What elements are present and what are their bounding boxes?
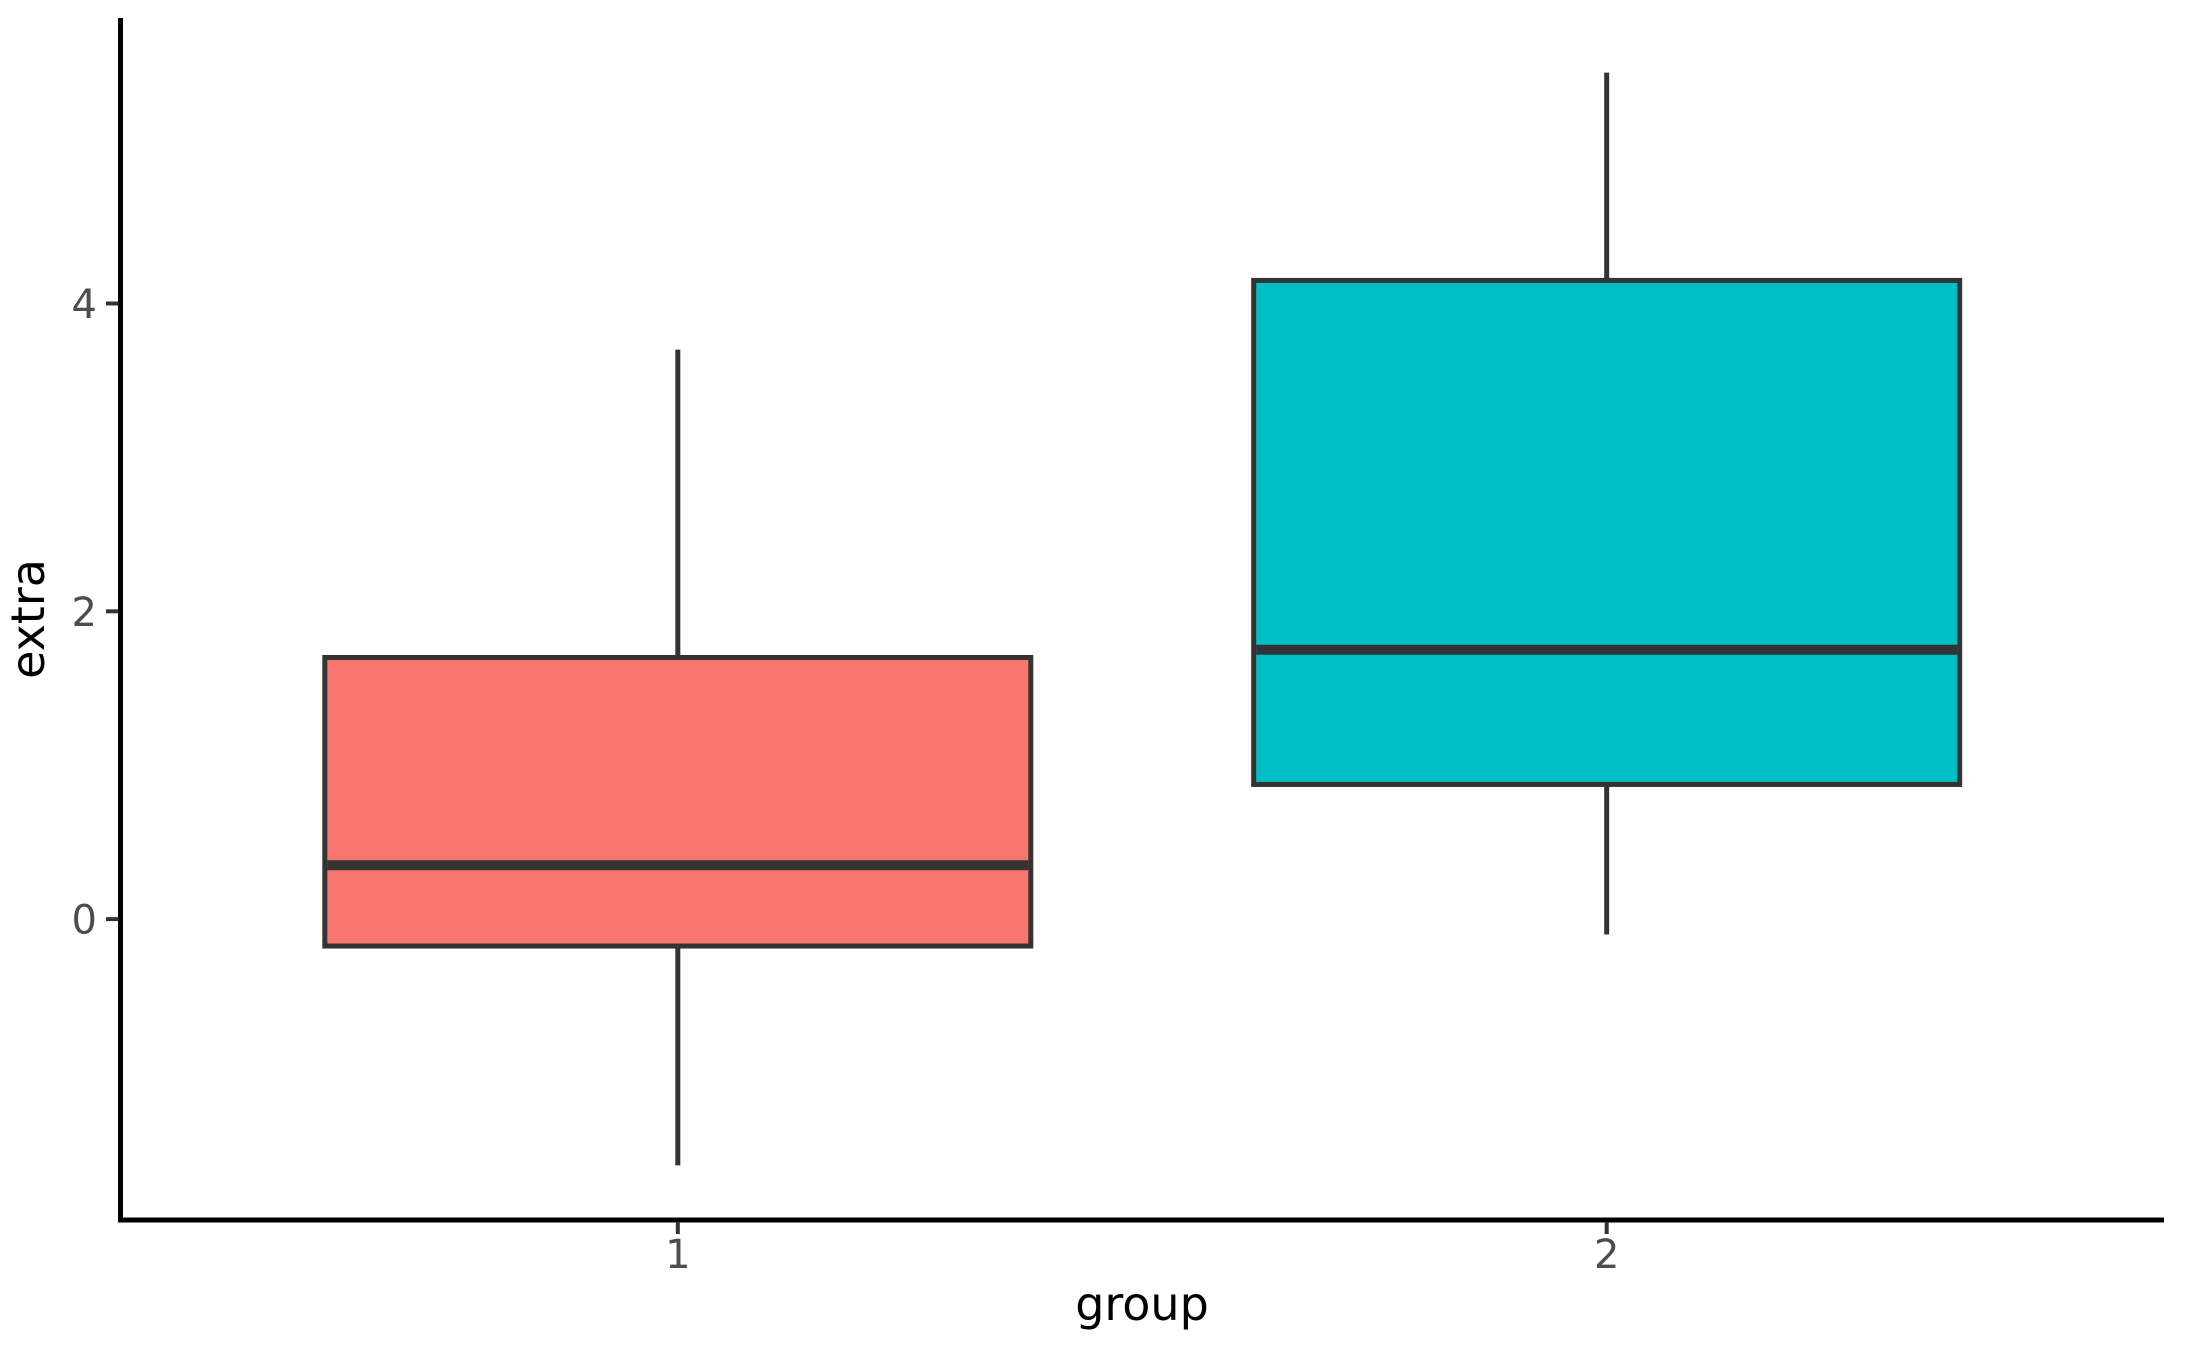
- y-axis-title: extra: [1, 559, 55, 679]
- x-tick-label: 2: [1594, 1232, 1619, 1278]
- y-tick-label: 0: [72, 898, 97, 944]
- x-axis-title: group: [1075, 1277, 1209, 1331]
- axes-layer: [118, 18, 2164, 1223]
- box-group-2: [1251, 277, 1963, 787]
- tick-layer: 0 2 4 1 2: [72, 282, 1620, 1278]
- y-tick-label: 4: [72, 282, 97, 328]
- x-tick-label: 1: [665, 1232, 690, 1278]
- boxes-layer: [322, 72, 1963, 1166]
- box-group-1: [322, 654, 1034, 949]
- y-tick-label: 2: [72, 590, 97, 636]
